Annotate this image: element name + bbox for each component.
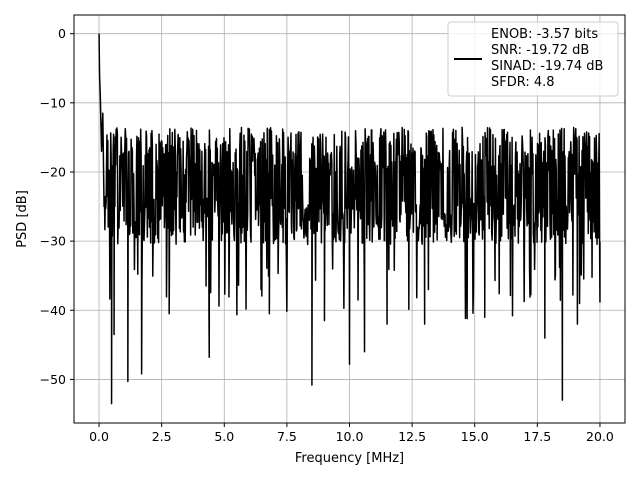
legend: ENOB: -3.57 bits SNR: -19.72 dB SINAD: -… bbox=[447, 21, 619, 97]
x-tick-label: 5.0 bbox=[214, 429, 234, 444]
y-tick-label: −10 bbox=[40, 95, 66, 110]
legend-line-snr: SNR: -19.72 dB bbox=[491, 43, 589, 58]
x-tick-label: 15.0 bbox=[461, 429, 489, 444]
x-axis-label: Frequency [MHz] bbox=[295, 451, 404, 466]
legend-line-sinad: SINAD: -19.74 dB bbox=[491, 59, 603, 74]
x-ticks: 0.0 2.5 5.0 7.5 10.0 12.5 15.0 17.5 20.0 bbox=[89, 423, 614, 444]
legend-line-enob: ENOB: -3.57 bits bbox=[491, 27, 598, 42]
psd-series bbox=[98, 33, 601, 405]
y-ticks: 0 −10 −20 −30 −40 −50 bbox=[40, 26, 74, 387]
y-tick-label: −40 bbox=[40, 303, 66, 318]
legend-line-sfdr: SFDR: 4.8 bbox=[491, 75, 555, 90]
y-tick-label: −30 bbox=[40, 234, 66, 249]
y-tick-label: −20 bbox=[40, 164, 66, 179]
legend-box bbox=[447, 21, 619, 97]
x-tick-label: 10.0 bbox=[336, 429, 364, 444]
y-tick-label: 0 bbox=[58, 26, 66, 41]
x-tick-label: 12.5 bbox=[398, 429, 426, 444]
x-tick-label: 17.5 bbox=[523, 429, 551, 444]
y-tick-label: −50 bbox=[40, 372, 66, 387]
x-tick-label: 0.0 bbox=[89, 429, 109, 444]
x-tick-label: 7.5 bbox=[277, 429, 297, 444]
psd-series-line bbox=[98, 33, 601, 405]
x-tick-label: 20.0 bbox=[586, 429, 614, 444]
x-tick-label: 2.5 bbox=[152, 429, 172, 444]
y-axis-label: PSD [dB] bbox=[15, 190, 30, 248]
